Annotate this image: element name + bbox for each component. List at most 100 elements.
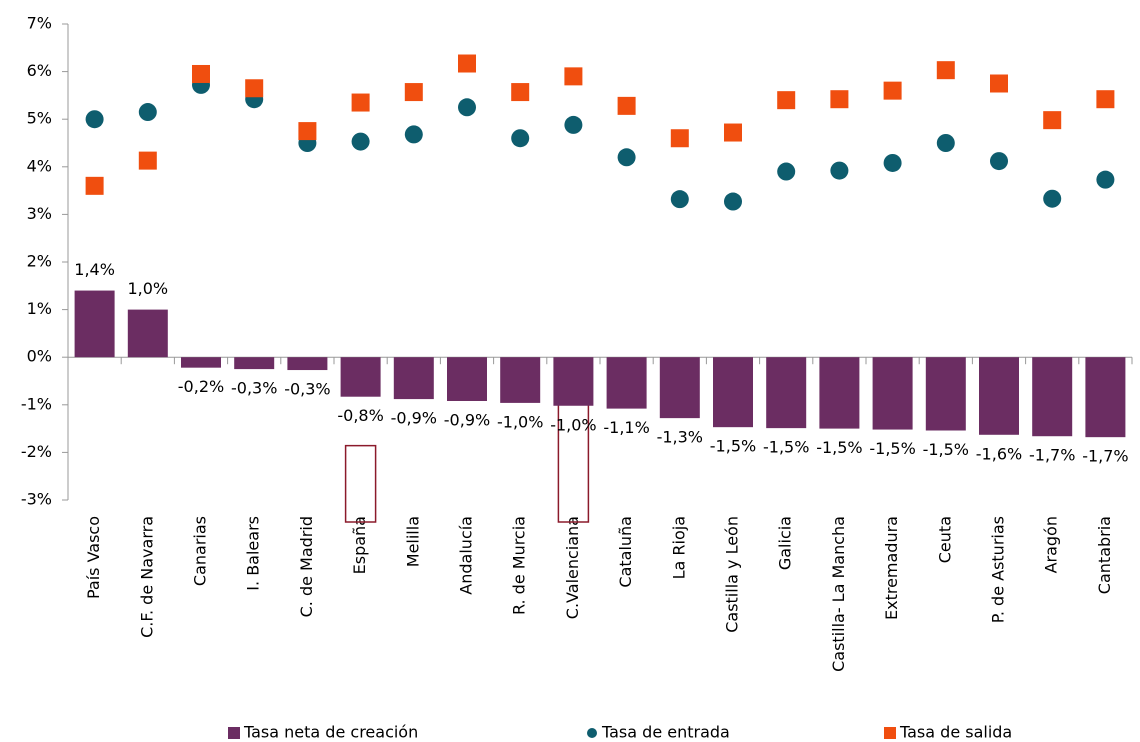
bar: [925, 357, 966, 431]
x-tick-label: Aragón: [1042, 516, 1061, 573]
square: [777, 91, 796, 110]
bar: [234, 357, 275, 370]
value-label: -0,2%: [178, 377, 224, 396]
square: [670, 129, 689, 148]
square: [617, 96, 636, 115]
bar: [606, 357, 647, 409]
legend-label: Tasa de salida: [899, 723, 1012, 742]
square: [85, 176, 104, 195]
bar: [819, 357, 860, 429]
x-tick-label: País Vasco: [84, 516, 103, 599]
x-tick-label: Castilla y León: [723, 516, 742, 633]
x-tick-label: C.Valenciana: [563, 516, 582, 619]
y-tick-label: -1%: [21, 394, 52, 413]
square: [245, 79, 264, 98]
x-tick-label: P. de Asturias: [989, 516, 1008, 623]
y-tick-label: 4%: [27, 156, 52, 175]
dot: [404, 125, 423, 144]
bar: [127, 309, 168, 358]
x-tick-label: Melilla: [403, 516, 422, 567]
value-label: -0,8%: [337, 406, 383, 425]
square: [511, 83, 530, 102]
square: [351, 93, 370, 112]
legend-marker: [587, 728, 597, 738]
square: [936, 61, 955, 80]
bar: [393, 357, 434, 400]
bar: [659, 357, 700, 419]
dot: [85, 110, 104, 129]
dot: [830, 161, 849, 180]
x-tick-label: Andalucía: [457, 516, 476, 595]
x-tick-label: I. Balears: [244, 516, 263, 591]
value-label: -1,5%: [710, 437, 756, 456]
value-label: -1,5%: [816, 438, 862, 457]
x-tick-label: Castilla- La Mancha: [829, 516, 848, 672]
highlight-box: [344, 444, 377, 523]
x-tick-label: Ceuta: [935, 516, 954, 563]
square: [724, 123, 742, 142]
x-tick-label: Canarias: [191, 516, 210, 586]
legend-label: Tasa de entrada: [601, 723, 730, 742]
bar: [500, 357, 541, 403]
dot: [777, 162, 796, 181]
y-tick-label: 7%: [27, 14, 52, 33]
value-label: -1,5%: [869, 439, 915, 458]
y-tick-label: 1%: [27, 299, 52, 318]
bar: [872, 357, 913, 430]
x-tick-label: La Rioja: [669, 516, 688, 579]
square: [458, 54, 476, 73]
dot: [1096, 170, 1115, 189]
square: [883, 81, 902, 100]
bar: [766, 357, 807, 429]
x-tick-label: Cantabria: [1095, 516, 1114, 594]
y-tick-label: 2%: [27, 252, 52, 271]
dot: [670, 190, 689, 209]
dot: [1043, 189, 1062, 208]
value-label: -1,7%: [1029, 446, 1075, 465]
y-tick-label: 6%: [27, 61, 52, 80]
dot: [990, 152, 1008, 171]
y-tick-label: 0%: [27, 347, 52, 366]
value-label: -1,5%: [763, 438, 809, 457]
square: [192, 64, 210, 83]
dot: [724, 192, 742, 211]
dot: [511, 129, 530, 148]
dot: [936, 134, 955, 152]
square: [138, 151, 157, 170]
bar: [1032, 357, 1073, 437]
value-label: -0,3%: [284, 380, 330, 399]
bar: [74, 290, 115, 358]
dot: [138, 103, 157, 122]
legend-marker: [228, 727, 240, 739]
bar: [340, 357, 381, 397]
square: [1043, 111, 1062, 130]
dot: [564, 115, 583, 134]
value-label: -0,3%: [231, 379, 277, 398]
square: [1096, 90, 1115, 109]
x-tick-label: Extremadura: [882, 516, 901, 620]
dot: [617, 148, 636, 167]
x-tick-label: Galicia: [776, 516, 795, 570]
value-label: -1,5%: [923, 440, 969, 459]
square: [404, 83, 423, 102]
y-tick-label: -3%: [21, 490, 52, 509]
bar: [287, 357, 328, 371]
value-label: -1,0%: [550, 415, 596, 434]
dot: [883, 153, 902, 172]
y-tick-label: -2%: [21, 442, 52, 461]
value-label: -1,6%: [976, 444, 1022, 463]
value-label: -1,0%: [497, 412, 543, 431]
square: [298, 122, 317, 141]
bar: [447, 357, 487, 401]
bar: [1085, 357, 1126, 438]
bar: [553, 357, 594, 406]
x-tick-label: R. de Murcia: [510, 516, 529, 615]
value-label: -1,3%: [657, 428, 703, 447]
bar: [979, 357, 1019, 435]
bar: [181, 357, 221, 368]
x-tick-label: Cataluña: [616, 516, 635, 588]
y-tick-label: 3%: [27, 204, 52, 223]
x-tick-label: C.F. de Navarra: [137, 516, 156, 638]
legend-label: Tasa neta de creación: [243, 723, 418, 742]
